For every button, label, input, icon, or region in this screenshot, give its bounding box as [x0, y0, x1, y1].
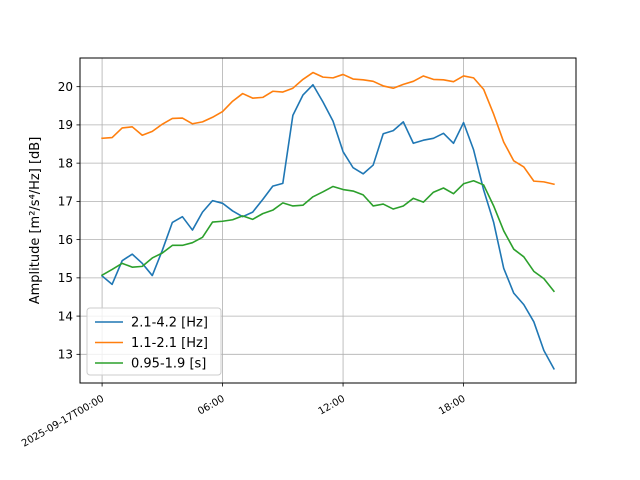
legend: 2.1-4.2 [Hz] 1.1-2.1 [Hz] 0.95-1.9 [s] — [86, 307, 222, 376]
x-tick-label: 2025-09-17T00:00 — [20, 394, 106, 450]
axes-frame — [79, 57, 577, 384]
series-line-2 — [101, 71, 555, 186]
legend-label: 1.1-2.1 [Hz] — [131, 336, 208, 351]
y-tick-label: 20 — [58, 80, 73, 94]
y-tick-label: 15 — [58, 271, 73, 285]
y-tick-label: 16 — [58, 233, 73, 247]
x-tick-label: 12:00 — [317, 394, 347, 418]
series-line-1 — [100, 83, 555, 370]
y-axis-label: Amplitude [m²/s⁴/Hz] [dB] — [28, 137, 43, 305]
x-axis-ticks: 2025-09-17T00:00 06:00 12:00 18:00 — [20, 383, 468, 450]
legend-label: 2.1-4.2 [Hz] — [131, 316, 208, 331]
y-tick-label: 17 — [58, 195, 73, 209]
legend-box — [86, 307, 222, 376]
series-line-3 — [100, 179, 556, 293]
x-tick-label: 18:00 — [437, 394, 467, 418]
y-axis-ticks: 13 14 15 16 17 18 19 20 — [58, 80, 80, 362]
x-tick-label: 06:00 — [196, 394, 226, 418]
legend-label: 0.95-1.9 [s] — [131, 357, 206, 372]
y-tick-label: 14 — [58, 309, 73, 323]
series-lines — [100, 71, 556, 370]
y-tick-label: 19 — [58, 118, 73, 132]
y-tick-label: 13 — [58, 348, 73, 362]
y-tick-label: 18 — [58, 156, 73, 170]
